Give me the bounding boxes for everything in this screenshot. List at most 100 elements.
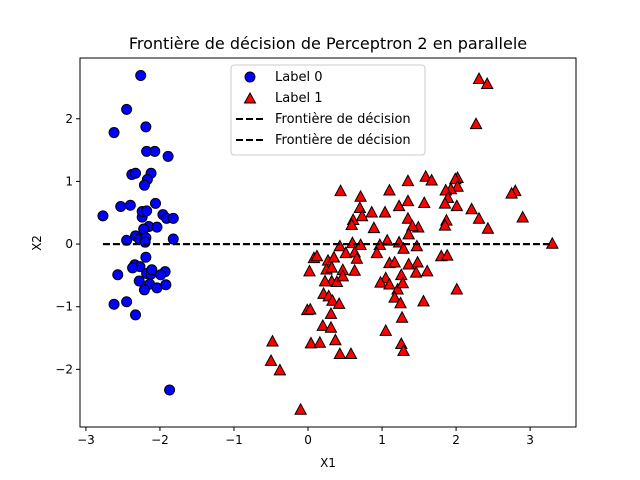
label-1-point (401, 174, 415, 187)
label-1-point (273, 363, 287, 376)
x-tick-label: 1 (378, 433, 386, 447)
label-1-point (425, 173, 439, 186)
label-0-point (124, 199, 136, 211)
label-1-point (333, 347, 347, 360)
label-0-point (146, 264, 158, 276)
label-1-point (450, 282, 464, 295)
label-0-point (160, 279, 172, 291)
label-1-point (365, 205, 379, 218)
plot-area (97, 70, 559, 415)
label-0-point (121, 296, 133, 308)
legend-label-1: Label 1 (275, 91, 322, 106)
label-1-point (367, 221, 381, 234)
label-0-point (150, 197, 162, 209)
label-1-point (438, 196, 452, 209)
label-1-point (350, 251, 364, 264)
label-1-point (394, 296, 407, 309)
label-0-point (112, 269, 124, 281)
label-0-point (130, 309, 142, 321)
label-0-point (139, 236, 151, 248)
label-1-point (419, 169, 433, 182)
label-1-point (345, 218, 359, 230)
label-1-point (332, 296, 346, 309)
label-1-point (388, 255, 402, 268)
label-1-point (333, 239, 347, 252)
label-1-point (310, 249, 324, 262)
label-0-point (121, 234, 133, 246)
label-0-point (140, 121, 152, 133)
legend-label-3: Frontière de décision (275, 133, 411, 148)
label-1-point (402, 227, 416, 240)
label-1-point (401, 211, 415, 224)
label-1-point (383, 277, 396, 290)
label-0-point (133, 275, 145, 287)
label-1-point (402, 257, 416, 270)
legend-label-0: Label 0 (275, 70, 322, 85)
x-tick-label: 2 (452, 433, 460, 447)
label-1-point (304, 336, 318, 349)
y-tick-label: 2 (65, 112, 73, 126)
label-0-point (97, 210, 109, 222)
label-1-point (417, 196, 431, 209)
label-1-point (450, 199, 464, 212)
label-0-point (162, 150, 174, 162)
label-1-point (388, 290, 402, 303)
label-1-point (336, 269, 350, 282)
label-0-point (108, 298, 120, 310)
label-1-point (316, 318, 330, 331)
label-1-point (266, 334, 279, 347)
label-0-point (127, 262, 139, 274)
label-1-point (264, 353, 278, 366)
label-1-point (378, 205, 392, 218)
label-1-point (392, 199, 406, 212)
legend-circle-marker (244, 71, 256, 83)
label-1-point (370, 246, 384, 259)
label-0-point (167, 212, 179, 224)
label-0-point (135, 70, 147, 82)
label-1-point (401, 194, 415, 207)
label-1-point (326, 293, 339, 306)
legend-triangle-marker (243, 91, 257, 104)
label-1-point (472, 72, 486, 85)
label-1-point (440, 248, 454, 261)
label-1-point (348, 263, 362, 276)
label-1-point (303, 302, 317, 315)
label-1-point (396, 276, 410, 289)
label-0-point (121, 103, 133, 115)
label-1-point (313, 335, 327, 348)
label-1-point (328, 333, 342, 346)
label-1-point (379, 323, 393, 336)
label-0-point (149, 145, 161, 157)
label-1-point (294, 402, 308, 415)
label-1-point (318, 274, 332, 287)
x-tick-label: −2 (151, 433, 169, 447)
label-1-point (354, 189, 368, 202)
label-1-point (420, 264, 434, 277)
label-1-point (325, 260, 339, 273)
x-tick-label: 0 (304, 433, 312, 447)
label-0-point (151, 221, 163, 233)
label-0-point (167, 233, 179, 245)
label-0-point (138, 284, 150, 296)
label-1-point (405, 219, 419, 232)
x-tick-label: −1 (225, 433, 243, 447)
label-1-point (451, 179, 464, 192)
label-1-point (505, 186, 519, 199)
label-1-point (417, 294, 430, 307)
label-1-point (465, 202, 479, 215)
label-1-point (469, 117, 483, 130)
label-1-point (380, 233, 394, 246)
label-1-point (395, 310, 409, 323)
y-tick-label: 1 (65, 174, 73, 188)
y-axis: −2 −1 0 1 2 (55, 112, 80, 376)
x-tick-label: 3 (526, 433, 534, 447)
label-1-point (383, 183, 396, 196)
label-1-point (397, 343, 410, 356)
x-axis-label: X1 (320, 456, 336, 470)
label-1-point (324, 306, 338, 319)
label-0-point (140, 251, 152, 263)
label-1-point (324, 320, 338, 333)
label-1-point (334, 184, 348, 197)
label-1-point (409, 265, 423, 278)
